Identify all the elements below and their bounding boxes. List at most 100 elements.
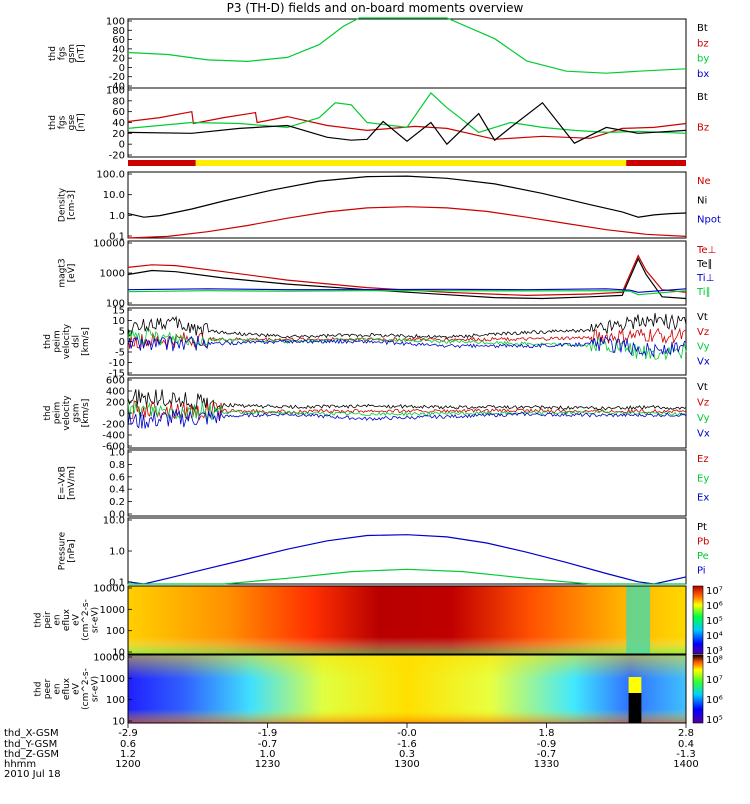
panel-frame [127, 18, 687, 89]
x-tick-value-0-3: 1200 [115, 759, 140, 770]
y-tick-label-3: 0 [119, 337, 125, 348]
y-label-line-1: fgs [57, 46, 67, 60]
legend-entry-0: Bt [697, 92, 708, 103]
y-tick-label-3: 10 [112, 648, 125, 659]
colorbar-label-3: 10⁵ [706, 715, 723, 726]
series-line-Ti_perp [127, 288, 687, 293]
panel-frame [127, 87, 687, 158]
y-tick-label-1: 1.0 [109, 547, 125, 558]
x-tick-value-3-0: 1.8 [539, 728, 555, 739]
y-tick-label-2: 60 [112, 107, 125, 118]
y-label-line-0: thd [43, 334, 53, 349]
y-label-line-6: sr-eV) [91, 607, 101, 633]
colorbar [692, 654, 704, 724]
y-label-line-5: (cm^2-s- [81, 668, 91, 710]
y-tick-label-0: 10000 [93, 653, 125, 664]
x-row-label-3: hhmm [4, 759, 36, 770]
x-tick-value-2-1: -1.6 [397, 739, 417, 750]
y-label-line-2: en [53, 614, 63, 625]
mode-segment-2 [626, 160, 686, 166]
legend-entry-2: Vy [697, 413, 710, 424]
y-label-line-2: velocity [62, 323, 72, 359]
panel-electron_eflux: 10⁸ 10⁷ 10⁶ 10⁵ 10000 1000 100 10 thd peer en eflux… [34, 653, 723, 728]
legend-entry-2: Ex [697, 493, 709, 504]
series-line-Vx [127, 408, 687, 429]
x-tick-value-4-0: 2.8 [678, 728, 694, 739]
legend-entry-0: Pt [697, 522, 707, 533]
y-tick-label-1: 1000 [100, 605, 125, 616]
panel-efield: Ez Ey Ex 1.00.80.6 0.40.2 0.0 E=-VxB [mV/m] [57, 448, 709, 521]
x-tick-value-1-3: 1230 [255, 759, 280, 770]
heatmap-gap-region [626, 586, 651, 654]
y-tick-label-0: 10000 [93, 584, 125, 595]
legend-entry-1: Ni [697, 195, 707, 206]
y-label-line-2: gsm [67, 44, 77, 63]
heatmap-gap-cap [628, 677, 642, 693]
heatmap-overlay [128, 655, 686, 723]
y-label-line-0: thd [34, 613, 44, 628]
legend-entry-1: bz [697, 38, 709, 49]
x-date-label: 2010 Jul 18 [4, 769, 61, 780]
colorbar-label-1: 10⁷ [706, 675, 723, 686]
y-label-line-3: gsm [72, 403, 82, 422]
legend-entry-2: Ti⊥ [696, 273, 714, 284]
panel-frame [127, 585, 687, 655]
y-label-line-1: [nPa] [67, 539, 77, 562]
legend-entry-3: Ti∥ [696, 287, 711, 298]
y-tick-label-1: 80 [112, 96, 125, 107]
x-tick-value-0-2: 1.2 [120, 749, 136, 760]
heatmap-gap-region [628, 693, 642, 723]
series-line-Ni [127, 175, 687, 218]
legend-entry-3: Vx [697, 356, 710, 367]
series-line-Pe [128, 568, 686, 585]
y-label-line-0: E=-VxB [57, 466, 67, 500]
y-tick-label-6: -20 [109, 72, 125, 83]
x-tick-value-1-2: 1.0 [260, 749, 276, 760]
y-label-line-0: Density [57, 187, 67, 222]
x-tick-value-4-1: 0.4 [678, 739, 694, 750]
y-label-line-3: [nT] [76, 44, 86, 62]
colorbar-label-2: 10⁵ [706, 616, 723, 627]
y-label-line-0: thd [48, 46, 58, 61]
y-label-line-6: sr-eV) [91, 676, 101, 702]
x-row-label-2: thd_Z-GSM [4, 749, 59, 760]
x-tick-value-2-2: 0.3 [399, 749, 415, 760]
y-tick-label-5: -400 [102, 431, 125, 442]
x-tick-value-4-3: 1400 [673, 759, 698, 770]
y-label-line-1: [mV/m] [67, 466, 77, 500]
series-line-Te_para [127, 257, 687, 300]
y-tick-label-2: 1.0 [109, 211, 125, 222]
y-tick-label-1: 10.0 [103, 190, 125, 201]
y-tick-label-2: 0.1 [109, 578, 125, 589]
y-tick-label-0: 600 [106, 376, 125, 387]
y-tick-label-0: 1.0 [109, 448, 125, 459]
y-label-line-1: peim [53, 402, 63, 425]
y-tick-label-1: 80 [112, 26, 125, 37]
y-tick-label-2: 60 [112, 35, 125, 46]
series-line-Ne [127, 206, 687, 239]
y-tick-label-3: 40 [112, 118, 125, 129]
y-tick-label-2: 200 [106, 398, 125, 409]
y-label-line-0: thd [34, 682, 44, 697]
x-tick-value-0-1: 0.6 [120, 739, 136, 750]
y-label-line-4: eV [72, 613, 82, 626]
panel-frame [127, 517, 687, 585]
legend-entry-2: Pe [697, 551, 709, 562]
x-tick-value-2-0: -0.0 [397, 728, 417, 739]
y-tick-label-2: 100 [106, 695, 125, 706]
y-tick-label-5: -10 [109, 358, 125, 369]
legend-entry-1: Vz [697, 327, 709, 338]
y-label-line-0: magt3 [57, 258, 67, 287]
y-label-line-1: [eV] [67, 264, 77, 283]
x-tick-value-0-0: -2.9 [118, 728, 138, 739]
legend-entry-1: Pb [697, 537, 709, 548]
y-tick-label-2: 5 [119, 327, 125, 338]
x-tick-value-1-1: -0.7 [258, 739, 278, 750]
y-label-line-1: peer [43, 678, 53, 699]
y-tick-label-4: -200 [102, 420, 125, 431]
x-tick-value-3-3: 1330 [534, 759, 559, 770]
y-tick-label-4: 20 [112, 129, 125, 140]
y-tick-label-1: 400 [106, 387, 125, 398]
